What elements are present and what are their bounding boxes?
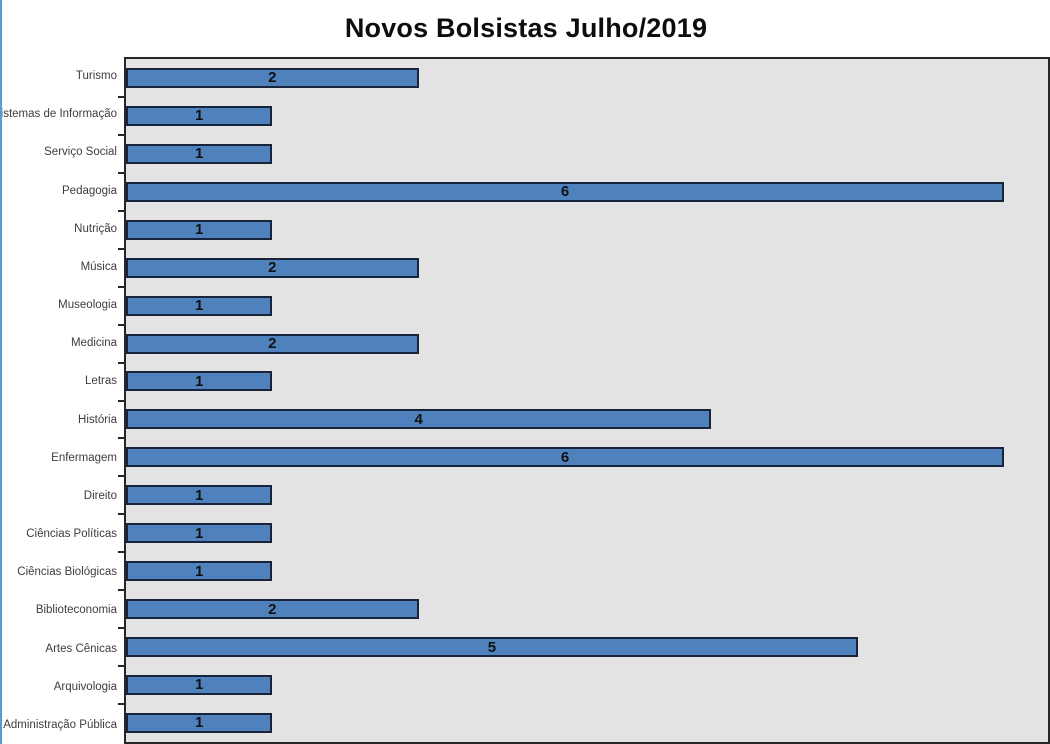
bar-value-label: 1 <box>195 372 204 390</box>
chart-row: 5 <box>126 628 1048 666</box>
bar: 2 <box>126 67 419 88</box>
bar: 2 <box>126 257 419 278</box>
category-label: Pedagogia <box>62 184 117 197</box>
chart-title: Novos Bolsistas Julho/2019 <box>344 13 708 43</box>
bar: 2 <box>126 599 419 620</box>
category-label: Enfermagem <box>51 451 117 464</box>
axis-tick <box>118 323 125 326</box>
bar-value-label: 6 <box>560 183 570 201</box>
bar: 1 <box>126 371 273 392</box>
category-label: Medicina <box>70 337 117 350</box>
chart-body: Turismo Sistemas de Informação Serviço Soc… <box>2 57 1050 744</box>
chart-row: 2 <box>126 325 1048 363</box>
category-label: Museologia <box>58 299 117 312</box>
bar-value-label: 1 <box>195 714 204 732</box>
chart-row: 1 <box>126 211 1048 249</box>
bar: 1 <box>126 561 273 582</box>
bar: 1 <box>126 105 273 126</box>
bar: 1 <box>126 523 273 544</box>
chart-row: 1 <box>126 97 1048 135</box>
axis-tick <box>118 475 125 478</box>
axis-tick <box>118 209 125 212</box>
bar-value-label: 1 <box>195 486 204 504</box>
bar: 4 <box>126 409 712 430</box>
bar-value-label: 1 <box>195 145 204 163</box>
category-label: Administração Pública <box>3 718 117 731</box>
axis-tick <box>118 627 125 630</box>
category-label: Ciências Biológicas <box>17 566 117 579</box>
chart-row: 4 <box>126 400 1048 438</box>
bar: 6 <box>126 447 1005 468</box>
bar: 1 <box>126 219 273 240</box>
axis-tick <box>118 361 125 364</box>
chart-row: 1 <box>126 135 1048 173</box>
category-label: Serviço Social <box>44 146 117 159</box>
bar: 1 <box>126 143 273 164</box>
y-axis-labels: Turismo Sistemas de Informação Serviço Soc… <box>2 57 124 744</box>
chart-row: 2 <box>126 249 1048 287</box>
chart-row: 1 <box>126 514 1048 552</box>
category-label: Direito <box>83 489 117 502</box>
chart-row: 1 <box>126 287 1048 325</box>
category-label: Música <box>80 260 117 273</box>
chart-row: 2 <box>126 59 1048 97</box>
category-label: História <box>78 413 117 426</box>
bar: 2 <box>126 333 419 354</box>
axis-tick <box>118 589 125 592</box>
chart-row: 2 <box>126 590 1048 628</box>
chart-row: 1 <box>126 552 1048 590</box>
category-label: Nutrição <box>74 222 117 235</box>
category-label: Artes Cênicas <box>45 642 117 655</box>
axis-tick <box>118 513 125 516</box>
bar-value-label: 2 <box>268 335 277 353</box>
category-label: Letras <box>85 375 117 388</box>
bar-value-label: 2 <box>268 600 277 618</box>
bar-value-label: 1 <box>195 221 204 239</box>
chart-row: 1 <box>126 704 1048 742</box>
axis-tick <box>118 95 125 98</box>
axis-tick <box>118 551 125 554</box>
chart-row: 1 <box>126 476 1048 514</box>
bar: 5 <box>126 637 858 658</box>
bar: 1 <box>126 712 273 733</box>
category-label: Turismo <box>75 70 117 83</box>
axis-tick <box>118 703 125 706</box>
bar-value-label: 4 <box>414 410 423 428</box>
bar-value-label: 1 <box>195 562 204 580</box>
bar: 1 <box>126 674 273 695</box>
axis-tick <box>118 247 125 250</box>
bar-value-label: 1 <box>195 107 204 125</box>
bar: 6 <box>126 181 1005 202</box>
chart-row: 1 <box>126 666 1048 704</box>
chart-row: 6 <box>126 438 1048 476</box>
axis-tick <box>118 665 125 668</box>
axis-tick <box>118 437 125 440</box>
category-label: Biblioteconomia <box>35 604 117 617</box>
bar-value-label: 2 <box>268 69 277 87</box>
bar: 1 <box>126 295 273 316</box>
category-label: Sistemas de Informação <box>0 108 117 121</box>
chart-row: 6 <box>126 173 1048 211</box>
chart-row: 1 <box>126 363 1048 401</box>
bar-value-label: 1 <box>195 297 204 315</box>
bar-value-label: 1 <box>195 524 204 542</box>
axis-tick <box>118 399 125 402</box>
category-label: Arquivologia <box>53 680 117 693</box>
bar-value-label: 2 <box>268 259 277 277</box>
bar: 1 <box>126 485 273 506</box>
bar-value-label: 5 <box>487 638 497 656</box>
axis-tick <box>118 133 125 136</box>
category-label: Ciências Políticas <box>26 528 117 541</box>
axis-tick <box>118 171 125 174</box>
bar-value-label: 1 <box>195 676 204 694</box>
axis-tick <box>118 285 125 288</box>
bar-value-label: 6 <box>560 448 570 466</box>
